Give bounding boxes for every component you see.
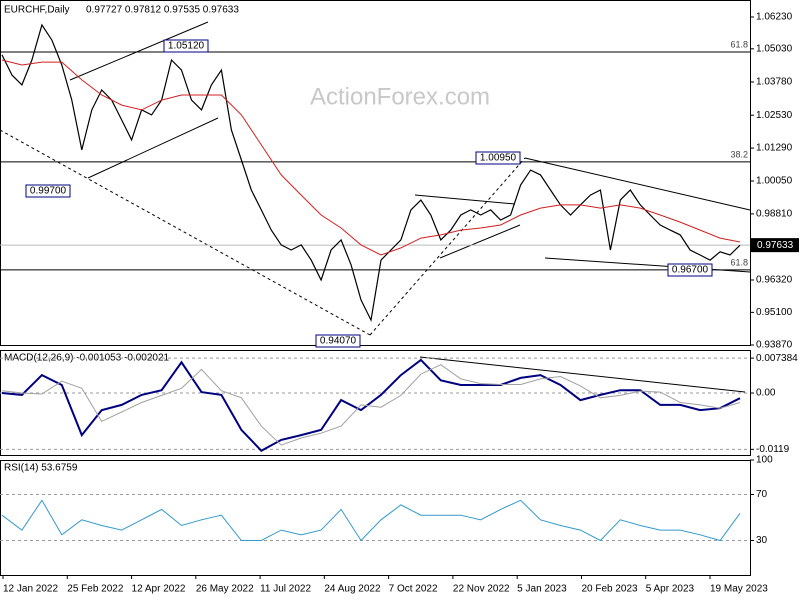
annotation-label: 1.00950 bbox=[480, 153, 517, 164]
annotation-box bbox=[25, 184, 71, 198]
y-tick-label: 0.98810 bbox=[756, 209, 793, 220]
series-line bbox=[1, 59, 741, 256]
chart-title: EURCHF,Daily bbox=[4, 5, 70, 16]
x-tick-label: 20 Feb 2023 bbox=[581, 584, 638, 595]
y-tick-label: 0.007384 bbox=[756, 353, 798, 364]
x-tick-label: 24 Aug 2022 bbox=[324, 584, 381, 595]
y-tick-label: 1.00050 bbox=[756, 176, 793, 187]
y-tick-label: 70 bbox=[756, 489, 768, 500]
annotation-label: 0.99700 bbox=[30, 186, 67, 197]
x-tick-label: 25 Feb 2022 bbox=[67, 584, 124, 595]
panel-frame bbox=[0, 350, 751, 456]
y-tick-label: 0.00 bbox=[756, 388, 776, 399]
resistance-line bbox=[524, 157, 751, 211]
series-line bbox=[1, 499, 741, 542]
annotation-label: 0.96700 bbox=[672, 265, 709, 276]
level-label: 38.2 bbox=[730, 149, 748, 159]
panel-frame bbox=[0, 460, 751, 576]
rsi-title: RSI(14) 53.6759 bbox=[4, 463, 78, 474]
x-tick-label: 11 Jul 2022 bbox=[260, 584, 311, 595]
triangle-lower bbox=[439, 224, 521, 259]
y-tick-label: -0.0119 bbox=[756, 444, 790, 455]
triangle-upper bbox=[414, 194, 516, 205]
series-line bbox=[1, 23, 741, 323]
x-tick-label: 26 May 2022 bbox=[196, 584, 254, 595]
x-tick-label: 7 Oct 2022 bbox=[389, 584, 438, 595]
panel-frame bbox=[0, 0, 751, 346]
y-tick-label: 1.02530 bbox=[756, 110, 793, 121]
last-price-label: 0.97633 bbox=[757, 240, 794, 251]
x-tick-label: 19 May 2023 bbox=[710, 584, 768, 595]
y-tick-label: 100 bbox=[756, 455, 773, 466]
watermark: ActionForex.com bbox=[310, 83, 490, 110]
x-tick-label: 12 Apr 2022 bbox=[132, 584, 186, 595]
x-tick-label: 5 Apr 2023 bbox=[646, 584, 695, 595]
annotation-box bbox=[475, 151, 521, 165]
ohlc-text: 0.97727 0.97812 0.97535 0.97633 bbox=[86, 5, 239, 16]
y-tick-label: 1.03780 bbox=[756, 77, 793, 88]
annotation-label: 0.94070 bbox=[320, 336, 357, 347]
y-tick-label: 1.01290 bbox=[756, 143, 793, 154]
x-tick-label: 12 Jan 2022 bbox=[3, 584, 58, 595]
macd-trend bbox=[419, 356, 746, 393]
last-price-box bbox=[751, 238, 799, 253]
y-tick-label: 0.93870 bbox=[756, 340, 793, 351]
y-tick-label: 1.06230 bbox=[756, 12, 793, 23]
trendlines bbox=[0, 21, 751, 393]
channel-upper bbox=[69, 21, 209, 81]
channel-lower bbox=[87, 117, 219, 179]
y-tick-label: 0.96320 bbox=[756, 275, 793, 286]
y-tick-label: 1.05030 bbox=[756, 43, 793, 54]
level-label: 61.8 bbox=[730, 39, 748, 49]
annotation-box bbox=[163, 39, 209, 53]
annotation-box bbox=[667, 263, 713, 277]
annotation-box bbox=[315, 334, 361, 348]
x-tick-label: 5 Jan 2023 bbox=[517, 584, 567, 595]
dashed-trend bbox=[0, 129, 371, 336]
x-tick-label: 22 Nov 2022 bbox=[453, 584, 510, 595]
annotation-label: 1.05120 bbox=[168, 41, 205, 52]
y-tick-label: 30 bbox=[756, 535, 768, 546]
series-line bbox=[1, 364, 741, 446]
level-label: 61.8 bbox=[730, 257, 748, 267]
series-line bbox=[1, 358, 741, 452]
y-tick-label: 0.95100 bbox=[756, 307, 793, 318]
